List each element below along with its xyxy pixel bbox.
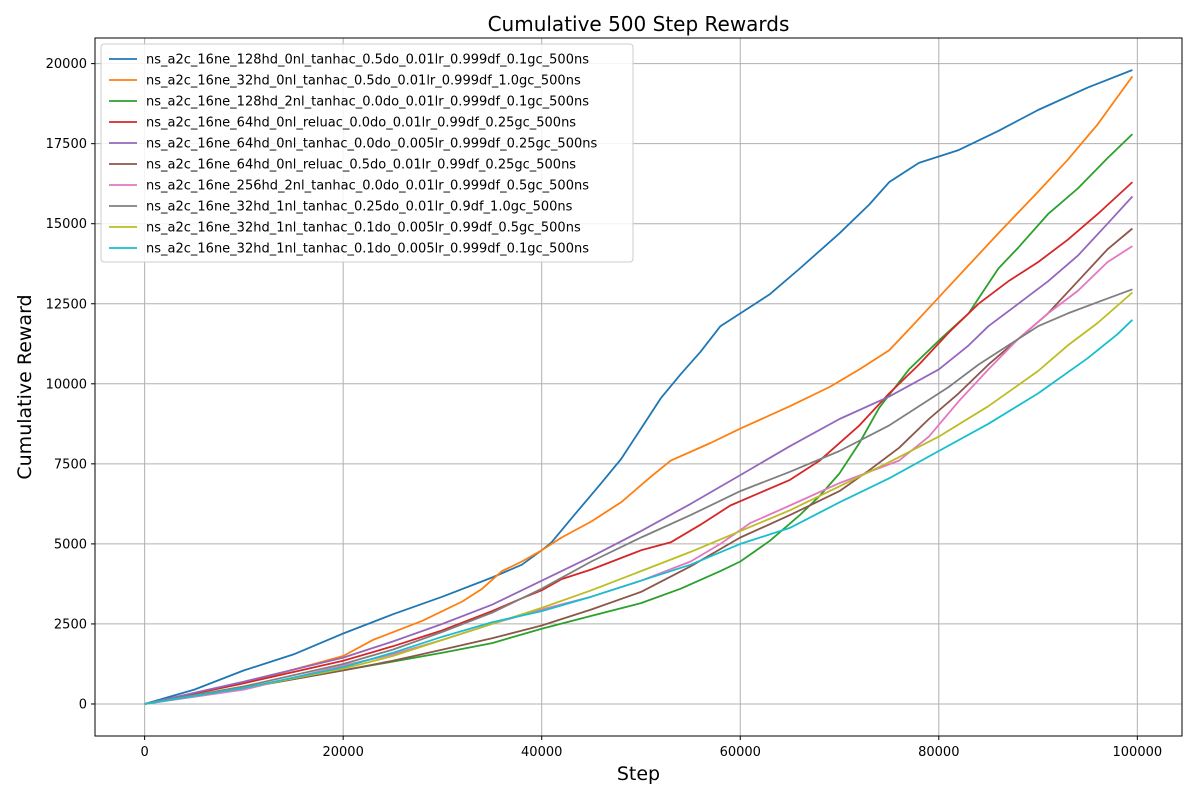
x-tick-label: 20000	[322, 745, 363, 760]
series-line-9	[144, 291, 1133, 705]
legend-label: ns_a2c_16ne_256hd_2nl_tanhac_0.0do_0.01l…	[146, 179, 589, 194]
series-line-1	[144, 69, 1133, 705]
y-tick-label: 2500	[54, 617, 87, 632]
grid-layer	[95, 38, 1182, 736]
x-tick-label: 80000	[918, 745, 959, 760]
x-tick-label: 0	[140, 745, 148, 760]
legend-label: ns_a2c_16ne_32hd_0nl_tanhac_0.5do_0.01lr…	[146, 74, 581, 89]
y-tick-label: 7500	[54, 457, 87, 472]
legend-box	[100, 43, 634, 263]
x-tick-label: 100000	[1113, 745, 1163, 760]
y-tick-label: 15000	[46, 217, 87, 232]
legend: ns_a2c_16ne_128hd_0nl_tanhac_0.5do_0.01l…	[100, 43, 634, 263]
legend-label: ns_a2c_16ne_64hd_0nl_reluac_0.5do_0.01lr…	[146, 158, 576, 173]
y-tick-label: 0	[79, 697, 87, 712]
series-line-5	[144, 195, 1134, 705]
series-line-10	[144, 319, 1134, 705]
legend-label: ns_a2c_16ne_128hd_0nl_tanhac_0.5do_0.01l…	[146, 53, 589, 68]
legend-label: ns_a2c_16ne_32hd_1nl_tanhac_0.1do_0.005l…	[146, 242, 589, 257]
x-tick-label: 40000	[521, 745, 562, 760]
legend-label: ns_a2c_16ne_32hd_1nl_tanhac_0.1do_0.005l…	[146, 221, 581, 236]
series-line-4	[144, 181, 1134, 705]
y-tick-label: 5000	[54, 537, 87, 552]
tick-layer: 0 20000 40000 60000 80000 100000 0 2500 5000 7500…	[46, 57, 1163, 760]
x-axis-title: Step	[617, 763, 660, 785]
y-tick-label: 17500	[46, 137, 87, 152]
x-tick-label: 60000	[720, 745, 761, 760]
series-line-8	[144, 288, 1133, 705]
series-line-2	[144, 75, 1134, 705]
y-axis-title: Cumulative Reward	[14, 294, 36, 479]
y-tick-label: 20000	[46, 57, 87, 72]
y-tick-label: 12500	[46, 297, 87, 312]
series-layer	[144, 69, 1134, 705]
legend-label: ns_a2c_16ne_128hd_2nl_tanhac_0.0do_0.01l…	[146, 95, 589, 110]
chart-title: Cumulative 500 Step Rewards	[488, 12, 790, 36]
legend-label: ns_a2c_16ne_64hd_0nl_reluac_0.0do_0.01lr…	[146, 116, 576, 131]
series-line-7	[144, 245, 1133, 705]
legend-label: ns_a2c_16ne_32hd_1nl_tanhac_0.25do_0.01l…	[146, 200, 573, 215]
plot-frame	[94, 37, 1183, 737]
y-tick-label: 10000	[46, 377, 87, 392]
legend-label: ns_a2c_16ne_64hd_0nl_tanhac_0.0do_0.005l…	[146, 137, 597, 152]
